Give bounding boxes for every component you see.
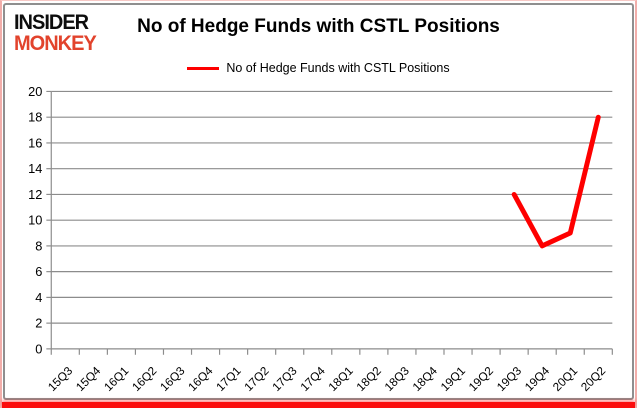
x-axis-label: 17Q4 — [297, 363, 328, 394]
y-axis-label: 4 — [35, 290, 42, 305]
chart-panel: INSIDER MONKEY No of Hedge Funds with CS… — [3, 3, 634, 400]
legend-label: No of Hedge Funds with CSTL Positions — [226, 61, 450, 75]
y-axis-label: 10 — [28, 213, 42, 228]
x-axis-label: 18Q3 — [382, 363, 413, 394]
x-axis-label: 19Q4 — [522, 363, 553, 394]
y-axis-label: 18 — [28, 110, 42, 125]
y-axis-label: 6 — [35, 264, 42, 279]
x-axis-label: 19Q2 — [466, 364, 496, 394]
y-axis-label: 14 — [28, 161, 42, 176]
x-axis-label: 16Q4 — [185, 363, 216, 394]
y-axis-label: 2 — [35, 316, 42, 331]
x-axis-label: 17Q3 — [269, 363, 300, 394]
insider-monkey-logo: INSIDER MONKEY — [14, 10, 97, 56]
x-axis-label: 19Q1 — [438, 364, 468, 394]
y-axis-label: 16 — [28, 135, 42, 150]
legend-line-swatch — [187, 66, 220, 70]
y-axis-label: 8 — [35, 238, 42, 253]
x-axis-label: 20Q1 — [550, 364, 580, 394]
data-line — [511, 114, 601, 249]
x-axis-label: 18Q4 — [410, 363, 441, 394]
legend: No of Hedge Funds with CSTL Positions — [5, 61, 632, 75]
x-axis-label: 16Q1 — [101, 364, 131, 394]
x-axis-label: 18Q2 — [354, 364, 384, 394]
x-axis-label: 15Q3 — [45, 363, 76, 394]
y-axis-label: 0 — [35, 341, 42, 356]
x-axis-label: 16Q2 — [129, 364, 159, 394]
y-axis-label: 12 — [28, 187, 42, 202]
red-bottom-bar — [2, 402, 635, 408]
plot-area: 0 2 4 6 8 10 12 14 16 18 20 15Q315Q416Q116Q216Q316Q… — [28, 84, 613, 394]
logo-text-monkey: MONKEY — [14, 31, 97, 56]
x-axis-label: 15Q4 — [73, 363, 104, 394]
x-axis-label: 18Q1 — [325, 364, 355, 394]
x-axis-label: 19Q3 — [494, 363, 525, 394]
logo-text-insider: INSIDER — [14, 10, 89, 35]
x-axis-label: 17Q1 — [213, 364, 243, 394]
x-axis-label: 20Q2 — [578, 364, 608, 394]
chart-title: No of Hedge Funds with CSTL Positions — [137, 16, 500, 37]
x-axis-label: 16Q3 — [157, 363, 188, 394]
y-axis-label: 20 — [28, 84, 42, 99]
x-axis-label: 17Q2 — [241, 364, 271, 394]
